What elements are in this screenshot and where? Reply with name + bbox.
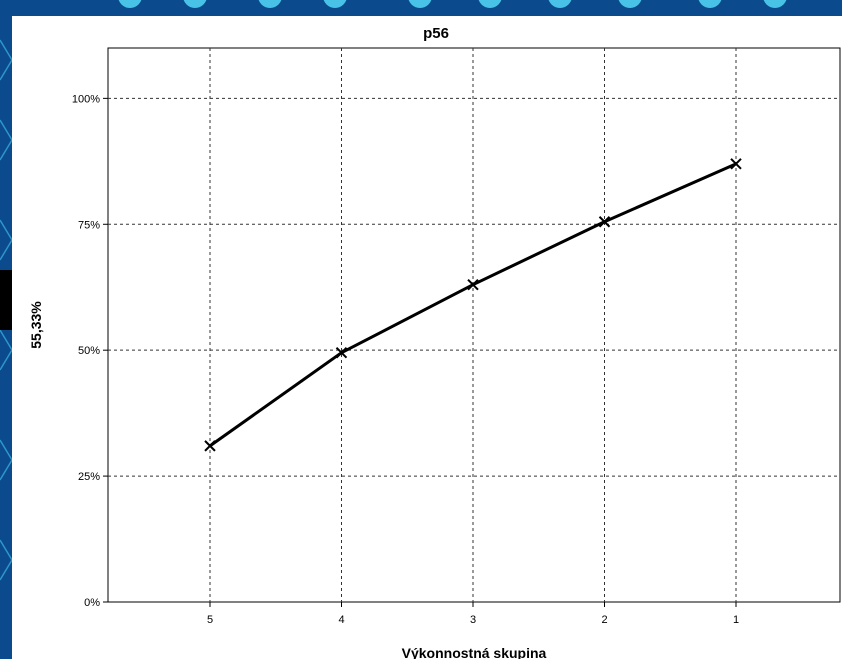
series-group	[204, 158, 742, 452]
x-tick-label: 5	[207, 614, 213, 626]
line-chart: p56 0% 25% 50% 75% 100% 5 4 3 2 1 55,33% Výkonno…	[28, 25, 841, 659]
plot-frame	[107, 47, 841, 603]
y-axis-label: 55,33%	[28, 301, 44, 349]
chart-panel: p56 0% 25% 50% 75% 100% 5 4 3 2 1 55,33% Výkonno…	[12, 16, 842, 659]
data-point-marker	[730, 158, 742, 170]
x-axis-ticks: 5 4 3 2 1	[207, 602, 739, 626]
y-tick-label: 0%	[84, 597, 100, 609]
data-point-marker	[598, 216, 611, 228]
y-tick-label: 50%	[78, 345, 100, 357]
grid-vertical	[209, 48, 737, 602]
data-point-marker	[204, 440, 216, 452]
data-point-marker	[335, 346, 348, 359]
y-tick-label: 75%	[78, 219, 100, 231]
grid-horizontal	[108, 97, 840, 477]
x-tick-label: 4	[338, 614, 344, 626]
x-tick-label: 1	[733, 614, 739, 626]
x-axis-label: Výkonnostná skupina	[402, 645, 547, 659]
y-axis-ticks: 0% 25% 50% 75% 100%	[72, 93, 108, 609]
chart-title: p56	[423, 25, 449, 42]
y-tick-label: 100%	[72, 93, 100, 105]
y-tick-label: 25%	[78, 471, 100, 483]
data-point-marker	[467, 279, 479, 291]
x-tick-label: 3	[470, 614, 476, 626]
x-tick-label: 2	[601, 614, 607, 626]
